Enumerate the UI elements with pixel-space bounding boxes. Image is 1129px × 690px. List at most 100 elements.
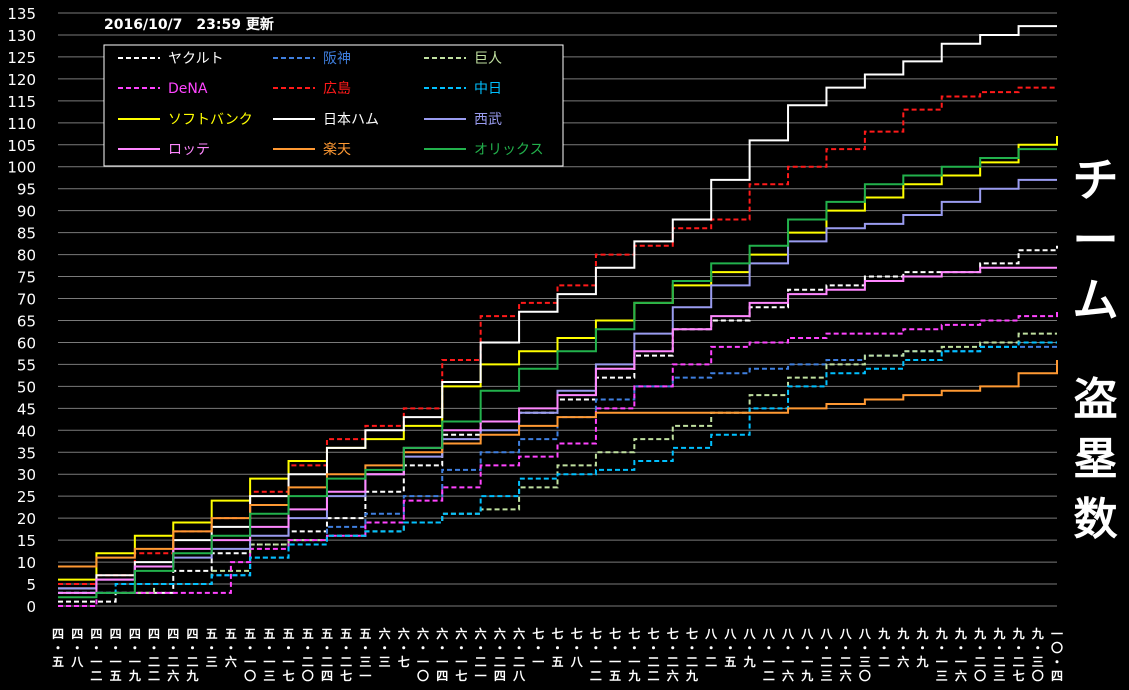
side-title-char: 盗	[1073, 374, 1118, 425]
x-tick-label: 五・二〇	[302, 627, 314, 683]
side-title-char: チ	[1072, 153, 1119, 207]
y-tick-label: 15	[17, 532, 36, 550]
x-tick-label: 六・一〇	[417, 626, 429, 683]
legend-label: 広島	[323, 81, 351, 97]
x-tick-label: 八・五	[723, 627, 737, 669]
y-tick-label: 40	[17, 422, 36, 440]
y-tick-label: 45	[17, 400, 36, 418]
x-tick-label: 七・一二	[590, 627, 602, 683]
legend-label: ロッテ	[168, 142, 210, 158]
y-tick-label: 25	[17, 488, 36, 506]
series-line	[58, 341, 1057, 594]
x-tick-label: 七・二六	[667, 627, 679, 683]
x-tick-label: 六・三	[379, 626, 391, 669]
y-tick-label: 90	[17, 203, 36, 221]
x-tick-label: 七・一	[532, 627, 544, 669]
x-tick-label: 五・二四	[321, 627, 333, 683]
x-tick-label: 八・一六	[781, 627, 795, 683]
x-tick-label: 八・一二	[762, 627, 776, 683]
x-tick-label: 七・二二	[648, 627, 660, 683]
x-tick-label: 七・一九	[627, 627, 640, 683]
y-tick-label: 95	[17, 181, 36, 199]
y-tick-label: 20	[17, 510, 36, 528]
y-tick-label: 35	[17, 444, 36, 462]
side-title-char: ム	[1072, 273, 1119, 327]
y-tick-label: 50	[17, 378, 36, 396]
series-line	[58, 135, 1058, 581]
legend-label: 楽天	[323, 142, 351, 158]
x-axis-ticks: 四・五四・八四・一二四・一五四・一九四・二二四・二六四・二九五・三五・六五・一〇…	[52, 626, 1063, 683]
y-tick-label: 5	[26, 576, 36, 594]
x-tick-label: 五・一〇	[244, 627, 256, 683]
y-tick-label: 100	[7, 159, 36, 177]
x-tick-label: 六・七	[398, 626, 410, 669]
x-tick-label: 四・二九	[185, 627, 198, 683]
legend-label: 日本ハム	[323, 112, 379, 128]
series-lines	[58, 25, 1058, 607]
x-tick-label: 六・一七	[455, 626, 467, 683]
y-tick-label: 60	[17, 334, 36, 352]
y-tick-label: 0	[26, 598, 36, 616]
x-tick-label: 九・一六	[954, 626, 967, 683]
legend-label: ソフトバンク	[168, 112, 253, 128]
x-tick-label: 九・三〇	[1031, 626, 1044, 683]
x-tick-label: 六・二四	[494, 626, 506, 683]
x-tick-label: 六・二八	[512, 626, 526, 683]
x-tick-label: 四・一五	[110, 627, 122, 683]
series-line	[58, 148, 1057, 599]
legend-label: 中日	[474, 81, 502, 97]
x-tick-label: 九・二〇	[973, 626, 986, 683]
y-tick-label: 70	[17, 291, 36, 309]
legend-label: 巨人	[474, 51, 502, 67]
y-axis-ticks: 0 5 10 15 20 25 30 35 40 45 50 55 60 65 70 75 80 85 90 95 10…	[7, 5, 36, 616]
chart-side-title-team: チ ー ム	[1062, 150, 1129, 330]
x-tick-label: 四・二二	[148, 627, 160, 683]
y-tick-label: 115	[7, 93, 36, 111]
series-line	[58, 311, 1058, 607]
legend-label: ヤクルト	[168, 51, 224, 67]
series-line	[58, 178, 1057, 590]
x-tick-label: 四・一九	[128, 627, 141, 683]
y-tick-label: 30	[17, 466, 36, 484]
x-tick-label: 四・五	[52, 627, 64, 669]
x-tick-label: 八・二六	[839, 627, 853, 683]
x-tick-label: 五・六	[225, 627, 237, 669]
y-tick-label: 105	[7, 137, 36, 155]
x-tick-label: 四・一二	[90, 627, 102, 683]
series-line	[58, 345, 1057, 594]
y-tick-label: 110	[7, 115, 36, 133]
legend-label: オリックス	[474, 142, 544, 158]
legend-label: 西武	[474, 112, 502, 128]
x-tick-label: 四・八	[70, 627, 84, 669]
y-tick-label: 120	[7, 71, 36, 89]
x-tick-label: 七・一五	[609, 627, 621, 683]
x-tick-label: 九・六	[896, 626, 909, 669]
x-tick-label: 八・二	[704, 627, 718, 669]
side-title-char: ー	[1072, 213, 1119, 267]
y-tick-label: 130	[7, 27, 36, 45]
x-tick-label: 九・一三	[935, 626, 948, 683]
x-tick-label: 五・一七	[283, 627, 295, 683]
side-title-char: 数	[1073, 494, 1118, 545]
series-line	[58, 266, 1057, 594]
side-title-char: 塁	[1073, 434, 1118, 485]
x-tick-label: 八・一九	[800, 627, 814, 683]
y-tick-label: 80	[17, 247, 36, 265]
x-tick-label: 七・八	[570, 627, 584, 669]
x-tick-label: 八・九	[743, 627, 757, 669]
series-line	[58, 360, 1058, 568]
y-tick-label: 75	[17, 269, 36, 287]
chart-title: 2016/10/7 23:59 更新	[104, 16, 274, 33]
x-tick-label: 九・二三	[992, 626, 1005, 683]
x-tick-label: 七・五	[551, 627, 563, 669]
chart-side-title-steals: 盗 塁 数	[1062, 370, 1129, 550]
legend-label: DeNA	[168, 81, 208, 97]
x-tick-label: 九・二七	[1012, 626, 1025, 683]
series-line	[58, 245, 1058, 603]
y-tick-label: 10	[17, 554, 36, 572]
legend-label: 阪神	[323, 51, 351, 67]
x-tick-label: 六・一四	[436, 626, 448, 683]
y-tick-label: 85	[17, 225, 36, 243]
x-tick-label: 五・二七	[340, 627, 352, 683]
